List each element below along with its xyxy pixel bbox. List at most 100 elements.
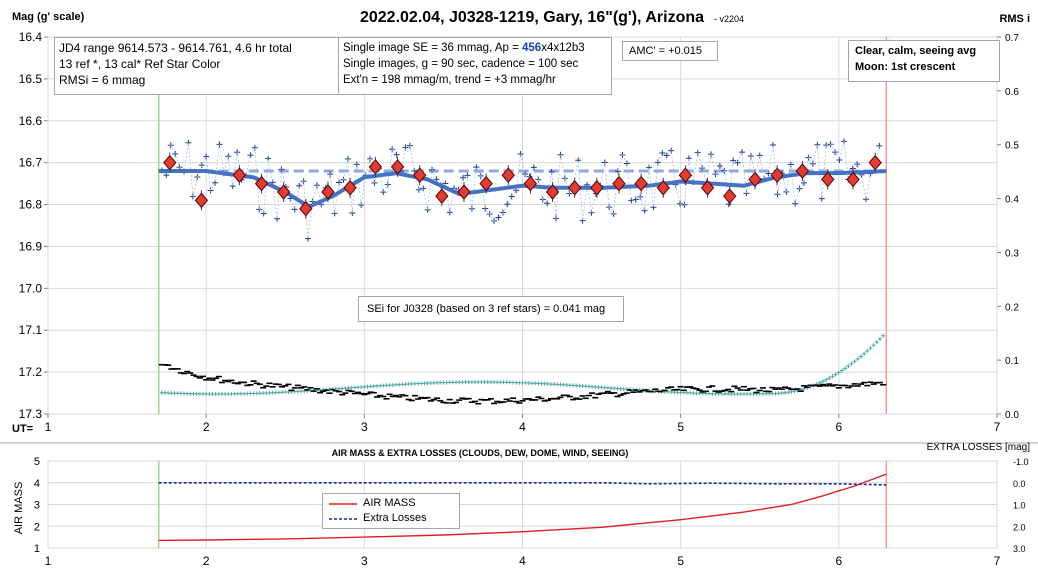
y-tick-label: 17.0 — [19, 281, 43, 295]
rms-point — [849, 361, 854, 366]
rms-point — [855, 356, 860, 361]
x-tick-label: 1 — [45, 420, 52, 434]
airmass-line — [158, 473, 887, 542]
lower-y2-tick-label: 0.0 — [1013, 479, 1026, 489]
single-image-point — [836, 156, 843, 163]
binned-average-point — [163, 154, 177, 171]
single-image-point — [508, 193, 515, 200]
y-tick-label: 17.2 — [19, 365, 43, 379]
y2-tick-label: 0.2 — [1005, 302, 1019, 313]
lower-y2-tick-label: 2.0 — [1013, 522, 1026, 532]
rms-point — [881, 333, 886, 338]
binned-average-point — [501, 167, 515, 184]
single-image-point — [530, 164, 537, 171]
y-tick-label: 16.9 — [19, 239, 43, 253]
single-image-point — [659, 149, 666, 156]
binned-average-point — [634, 175, 648, 192]
settings-line-c: x4x12b3 — [541, 42, 585, 54]
y-tick-label: 17.3 — [19, 407, 43, 421]
binned-average-point — [545, 184, 560, 200]
binned-average-point — [678, 167, 693, 184]
lower-y2-tick-label: 1.0 — [1013, 501, 1026, 511]
single-image-point — [420, 185, 427, 192]
single-image-point — [172, 150, 179, 157]
single-image-point — [854, 161, 861, 168]
binned-average-point — [413, 167, 427, 184]
y2-tick-label: 0.1 — [1005, 356, 1019, 367]
single-image-point — [663, 152, 670, 159]
rms-point — [830, 374, 835, 379]
single-image-point — [504, 201, 511, 208]
aperture-value: 456 — [522, 42, 542, 54]
amc-box: AMC' = +0.015 — [622, 41, 718, 61]
info-box: JD4 range 9614.573 - 9614.761, 4.6 hr to… — [54, 37, 352, 95]
single-image-point — [393, 151, 400, 158]
sky-line: Moon: 1st crescent — [855, 61, 956, 73]
binned-average-point — [321, 184, 335, 200]
y-tick-label: 16.8 — [19, 198, 43, 212]
binned-average-point — [795, 163, 810, 179]
y-axis-label: Mag (g' scale) — [12, 11, 85, 23]
rms-point — [802, 386, 807, 391]
binned-average-point — [479, 175, 493, 192]
y-tick-label: 16.6 — [19, 114, 43, 128]
single-image-point — [743, 190, 750, 197]
lower-x-tick-label: 5 — [677, 554, 684, 568]
chart-version: - v2204 — [714, 14, 744, 24]
lower-y2-tick-label: 3.0 — [1013, 544, 1026, 554]
binned-average-point — [748, 171, 762, 188]
binned-average-point — [457, 184, 471, 200]
y-tick-label: 17.1 — [19, 323, 43, 337]
rms-point — [862, 351, 867, 356]
extra-losses-line — [158, 482, 887, 486]
rms-point — [874, 340, 879, 345]
rms-point — [817, 380, 822, 385]
single-image-point — [677, 200, 684, 207]
y2-tick-label: 0.3 — [1005, 248, 1019, 259]
y-tick-label: 16.7 — [19, 156, 43, 170]
lower-y-tick-label: 5 — [34, 456, 40, 468]
info-line: RMSi = 6 mmag — [59, 73, 146, 87]
x-tick-label: 3 — [361, 420, 368, 434]
rms-point — [871, 343, 876, 348]
rms-point — [843, 366, 848, 371]
rms-point — [858, 354, 863, 359]
y2-tick-label: 0.5 — [1005, 141, 1019, 152]
settings-box: Single image SE = 36 mmag, Ap = 456x4x12… — [338, 37, 612, 95]
binned-average-point — [194, 192, 209, 209]
binned-average-point — [254, 175, 269, 192]
rms-point — [824, 377, 829, 382]
x-tick-label: 7 — [994, 420, 1001, 434]
lower-y-tick-label: 4 — [34, 478, 40, 490]
rms-point — [852, 359, 857, 364]
lower-legend: AIR MASS Extra Losses — [322, 493, 460, 529]
x-tick-label: 5 — [677, 420, 684, 434]
sky-conditions-box: Clear, calm, seeing avg Moon: 1st cresce… — [848, 40, 1000, 82]
binned-average-point — [435, 188, 449, 204]
binned-average-point — [368, 159, 383, 175]
rms-point — [789, 389, 794, 394]
lower-y2-axis-label: EXTRA LOSSES [mag] — [927, 442, 1031, 453]
lower-x-tick-label: 1 — [45, 554, 52, 568]
lower-y-axis-label: AIR MASS — [13, 482, 25, 535]
lower-y-tick-label: 3 — [34, 500, 40, 512]
binned-average-point — [232, 167, 247, 184]
binned-average-point — [868, 154, 882, 171]
binned-average-point — [723, 188, 737, 204]
lower-y-tick-label: 2 — [34, 521, 40, 533]
y-tick-label: 16.4 — [19, 30, 43, 44]
rms-point — [833, 372, 838, 377]
x-tick-label: 4 — [519, 420, 526, 434]
single-image-line — [161, 141, 880, 239]
binned-average-point — [299, 200, 313, 217]
y2-tick-label: 0.4 — [1005, 195, 1019, 206]
x-tick-label: 6 — [835, 420, 842, 434]
binned-average-point — [568, 180, 582, 196]
single-image-point — [734, 159, 741, 166]
sei-box: SEi for J0328 (based on 3 ref stars) = 0… — [358, 296, 624, 322]
binned-average-point — [523, 175, 538, 192]
rms-point — [839, 368, 844, 373]
rms-point — [821, 379, 826, 384]
binned-average-point — [821, 171, 835, 188]
